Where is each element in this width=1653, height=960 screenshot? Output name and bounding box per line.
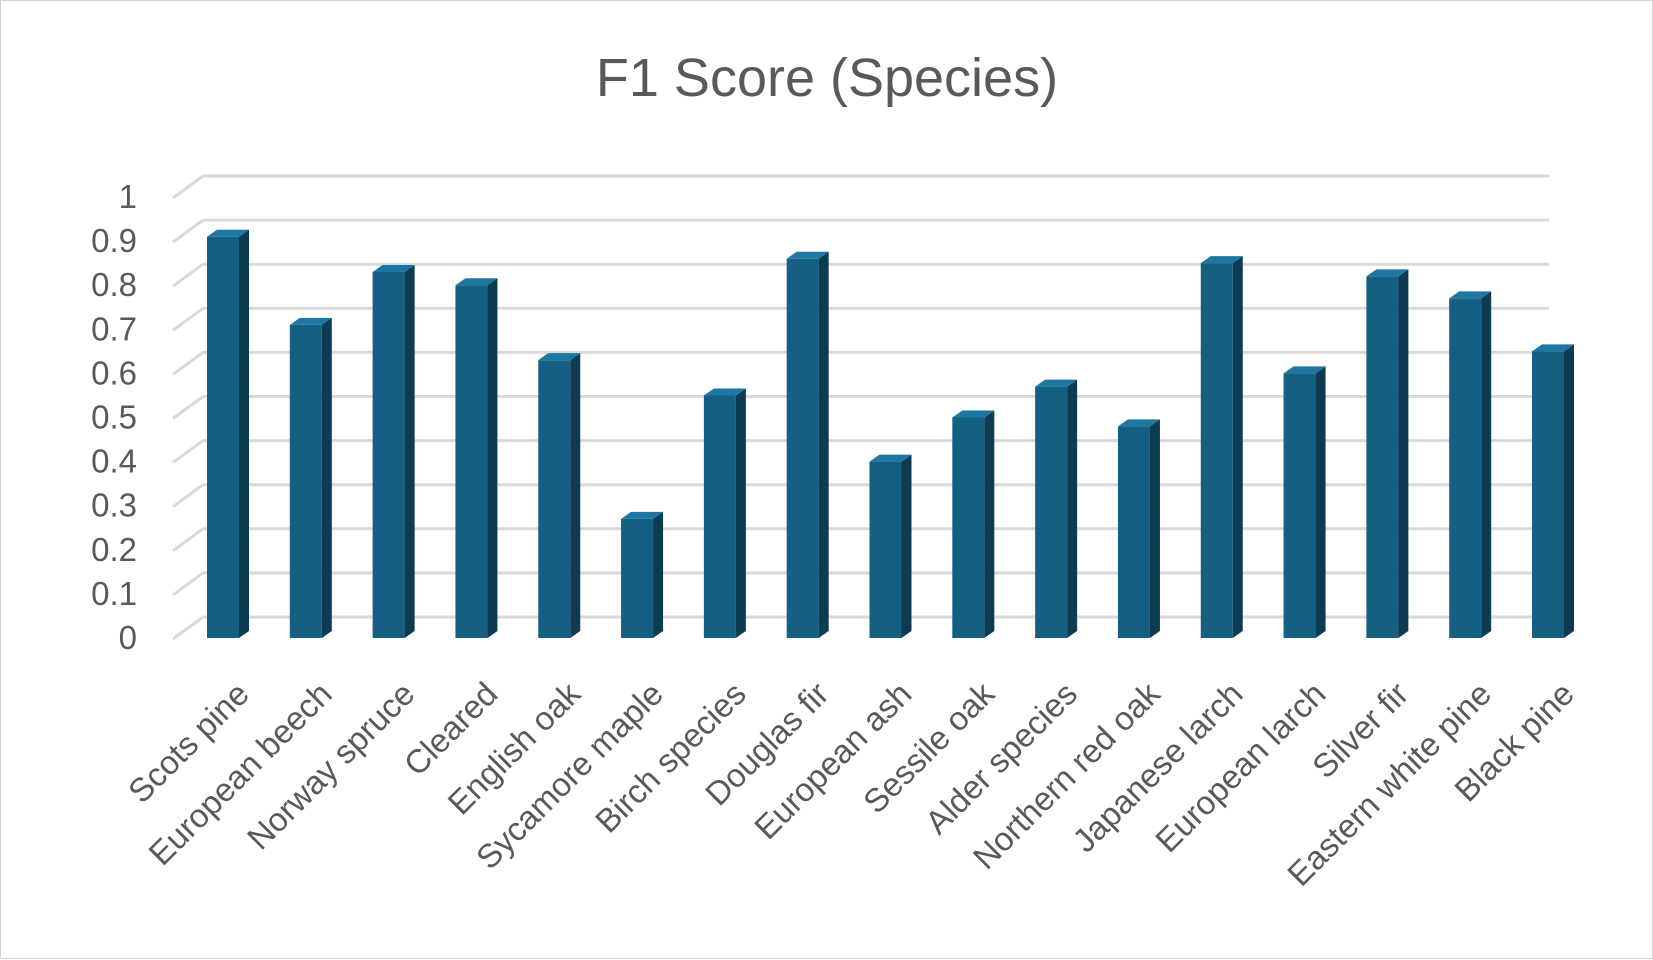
bar-side — [1315, 366, 1326, 638]
y-tick-label: 0.3 — [91, 487, 137, 524]
y-tick-label: 0 — [119, 619, 137, 656]
gridline-diagonal — [172, 527, 204, 553]
bar — [455, 278, 498, 638]
bar-front — [207, 236, 239, 638]
bar-top — [786, 251, 829, 259]
bar — [207, 229, 249, 638]
bar — [1449, 291, 1492, 638]
bar-front — [786, 258, 819, 638]
bar-front — [703, 395, 736, 638]
bar-top — [1283, 366, 1326, 374]
bar-side — [1067, 379, 1078, 638]
bar-top — [952, 410, 995, 418]
bar — [703, 388, 746, 638]
bar-top — [703, 388, 746, 396]
bar-top — [1449, 291, 1492, 299]
bar-front — [1283, 373, 1316, 638]
y-tick-label: 0.8 — [91, 266, 137, 303]
bar-front — [1200, 263, 1233, 638]
bar-side — [487, 278, 498, 638]
bar-top — [289, 317, 332, 325]
gridline-diagonal — [172, 439, 204, 464]
gridline-diagonal — [172, 351, 204, 376]
bar-top — [869, 454, 912, 462]
bar — [621, 511, 664, 638]
bar-side — [239, 229, 249, 638]
gridline-diagonal — [172, 571, 204, 597]
y-tick-label: 0.4 — [91, 443, 137, 480]
y-tick-label: 1 — [119, 178, 137, 215]
bar-top — [621, 511, 664, 519]
bar-side — [321, 317, 332, 638]
bar — [289, 317, 332, 638]
bar-front — [1366, 276, 1399, 638]
bar-side — [1564, 344, 1574, 638]
bar — [1283, 366, 1326, 638]
gridline-diagonal — [172, 615, 204, 641]
gridline-diagonal — [172, 483, 204, 508]
bar-front — [621, 518, 654, 638]
bar — [538, 353, 581, 638]
bar — [1117, 419, 1160, 638]
bar-top — [455, 278, 498, 286]
bar — [869, 454, 912, 638]
bar-front — [1449, 298, 1482, 638]
bar-side — [404, 264, 415, 638]
bars — [207, 229, 1574, 639]
bar — [1035, 379, 1078, 638]
bar-side — [570, 353, 581, 638]
gridline-diagonal — [172, 262, 204, 288]
bar-top — [207, 229, 249, 237]
bar — [952, 410, 995, 638]
bar-side — [901, 454, 912, 638]
y-tick-label: 0.5 — [91, 399, 137, 436]
y-tick-label: 0.6 — [91, 354, 137, 391]
bar-side — [1149, 419, 1160, 638]
bar-front — [952, 417, 985, 638]
bar-side — [1232, 256, 1243, 638]
bar-front — [1532, 351, 1564, 638]
gridline-diagonal — [172, 218, 204, 244]
bar-top — [1200, 256, 1243, 264]
bar-side — [1481, 291, 1492, 638]
bar — [372, 264, 415, 638]
bar-side — [735, 388, 746, 638]
bar-side — [653, 511, 664, 638]
bar-side — [1398, 269, 1409, 638]
gridline-diagonal — [172, 174, 204, 200]
bar-top — [1366, 269, 1409, 277]
bar-top — [1532, 344, 1574, 352]
y-tick-label: 0.1 — [91, 575, 137, 612]
y-tick-label: 0.9 — [91, 222, 137, 259]
bar-front — [538, 360, 571, 638]
bar-front — [289, 324, 322, 638]
bar-front — [1035, 386, 1068, 638]
bar — [1532, 344, 1574, 638]
bar-front — [372, 271, 405, 638]
chart-title: F1 Score (Species) — [596, 48, 1058, 108]
bar-side — [818, 251, 829, 639]
bar-top — [372, 264, 415, 272]
bar-top — [1117, 419, 1160, 427]
bar — [786, 251, 829, 639]
bar-front — [1117, 426, 1150, 638]
bar-top — [538, 353, 581, 361]
gridline-diagonal — [172, 307, 204, 332]
bar-side — [984, 410, 995, 638]
y-axis-tick-labels: 0 0.1 0.2 0.3 0.4 0.5 0.6 0.7 0.8 0.9 1 — [91, 178, 137, 656]
y-tick-label: 0.2 — [91, 531, 137, 568]
bar-top — [1035, 379, 1078, 387]
gridline-diagonal — [172, 395, 204, 420]
bar-front — [455, 285, 488, 638]
bar — [1366, 269, 1409, 638]
y-tick-label: 0.7 — [91, 310, 137, 347]
bar-front — [869, 461, 902, 638]
bar — [1200, 256, 1243, 638]
